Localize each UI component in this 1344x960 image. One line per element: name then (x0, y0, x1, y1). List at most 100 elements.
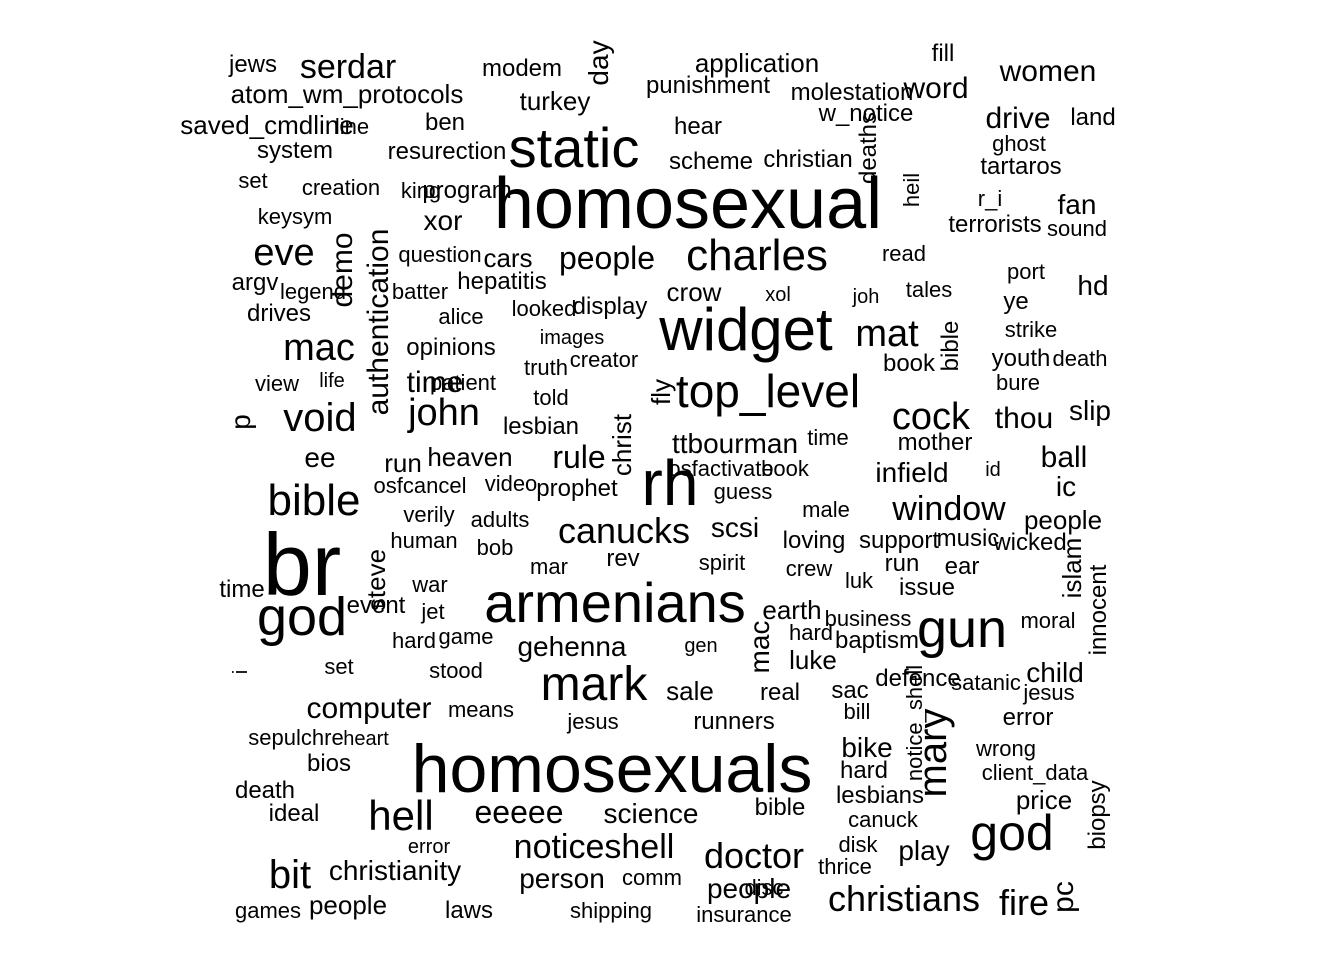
cloud-word: runners (693, 708, 774, 735)
cloud-word: set (324, 654, 353, 679)
cloud-word: bob (477, 535, 514, 560)
cloud-word: death (1052, 346, 1107, 371)
cloud-word: strike (1005, 317, 1058, 342)
cloud-word: war (411, 572, 447, 597)
cloud-word: john (407, 392, 480, 434)
cloud-word: disc (744, 875, 783, 900)
cloud-word: male (802, 497, 850, 522)
cloud-word: modem (482, 55, 562, 82)
cloud-word: play (898, 835, 949, 866)
cloud-word: wrong (975, 736, 1036, 761)
cloud-word: doctor (704, 835, 804, 876)
cloud-word: creation (302, 175, 380, 200)
cloud-word: heaven (427, 442, 512, 472)
cloud-word: mark (541, 658, 649, 711)
cloud-word: authentication (362, 229, 395, 416)
cloud-word: w_notice (818, 100, 914, 127)
cloud-word: terrorists (948, 211, 1041, 238)
cloud-word: run (384, 448, 422, 478)
cloud-word: patient (430, 370, 496, 395)
cloud-word: human (390, 528, 457, 553)
cloud-word: widget (658, 296, 833, 363)
cloud-word: christian (763, 146, 852, 173)
cloud-word: mar (530, 554, 568, 579)
cloud-word: comm (622, 865, 682, 890)
cloud-word: hard (840, 757, 888, 784)
cloud-word: bit (269, 853, 311, 897)
cloud-word: p (225, 414, 256, 430)
cloud-word: sound (1047, 216, 1107, 241)
cloud-word: bike (841, 732, 892, 763)
cloud-word: images (540, 327, 604, 349)
cloud-word: mat (855, 313, 919, 355)
cloud-word: games (235, 898, 301, 923)
cloud-word: life (319, 370, 345, 392)
cloud-word: top_level (676, 365, 860, 417)
cloud-word: prophet (536, 475, 618, 502)
cloud-word: line (335, 114, 369, 139)
cloud-word: business (825, 606, 912, 631)
cloud-word: crow (667, 277, 722, 307)
cloud-word: armenians (484, 571, 745, 634)
cloud-word: ttbourman (672, 428, 798, 459)
cloud-word: homosexual (494, 164, 882, 244)
cloud-word: means (448, 697, 514, 722)
cloud-word: child (1026, 657, 1084, 688)
cloud-word: notice_shell (902, 665, 927, 781)
cloud-word: science (604, 798, 699, 829)
cloud-word: resurection (388, 138, 507, 165)
cloud-word: opinions (406, 334, 495, 361)
cloud-word: deaths (855, 112, 882, 184)
cloud-word: mac (283, 327, 355, 369)
cloud-word: charles (686, 231, 828, 280)
cloud-word: scheme (669, 148, 753, 175)
cloud-word: christianity (329, 855, 461, 886)
cloud-word: alice (438, 304, 483, 329)
cloud-word: infield (875, 457, 948, 488)
cloud-word: ghost (992, 131, 1046, 156)
cloud-word: lesbian (503, 413, 579, 440)
cloud-word: static (509, 116, 640, 179)
cloud-word: guess (714, 479, 773, 504)
cloud-word: christians (828, 878, 980, 919)
cloud-word: system (257, 137, 333, 164)
cloud-word: game (438, 624, 493, 649)
cloud-word: king (401, 178, 441, 203)
cloud-word: god (257, 587, 347, 647)
cloud-word: hard (789, 620, 833, 645)
cloud-word: sepulchre (248, 725, 343, 750)
cloud-word: hd (1077, 270, 1108, 301)
cloud-word: thou (995, 402, 1053, 435)
cloud-word: tales (906, 277, 952, 302)
cloud-word: defence (875, 665, 960, 692)
cloud-word: lesbians (836, 782, 924, 809)
cloud-word: bible (937, 321, 964, 372)
cloud-word: error (1003, 704, 1054, 731)
cloud-word: video (485, 471, 538, 496)
cloud-word: fire (999, 882, 1049, 923)
cloud-word: adults (471, 507, 530, 532)
cloud-word: book (761, 456, 810, 481)
cloud-word: eve (253, 232, 314, 274)
cloud-word: wicked (992, 529, 1066, 556)
cloud-word: hepatitis (457, 268, 546, 295)
cloud-word: rev (606, 545, 639, 572)
cloud-word: music (937, 525, 1000, 552)
cloud-word: support (859, 527, 939, 554)
cloud-word: canuck (848, 807, 919, 832)
cloud-word: spirit (699, 550, 745, 575)
cloud-word: argv (232, 269, 279, 296)
cloud-word: luke (789, 645, 837, 675)
cloud-word: r_i (978, 186, 1002, 211)
cloud-word: ee (304, 442, 335, 473)
cloud-word: looked (512, 296, 577, 321)
cloud-word: demo (326, 232, 359, 307)
cloud-word: noticeshell (514, 828, 675, 866)
cloud-word: ic (1056, 471, 1076, 502)
cloud-word: earth (762, 595, 821, 625)
cloud-word: bure (996, 370, 1040, 395)
cloud-word: sale (666, 676, 714, 706)
cloud-word: client_data (982, 760, 1089, 785)
cloud-word: ear (945, 553, 980, 580)
cloud-word: i (230, 670, 252, 674)
